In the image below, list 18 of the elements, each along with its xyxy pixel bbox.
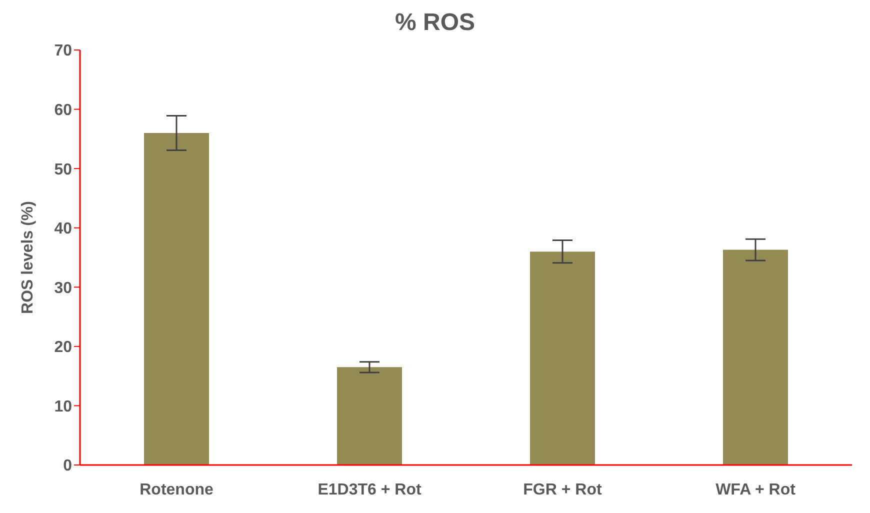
y-axis-title: ROS levels (%) <box>20 201 37 314</box>
x-tick-label: WFA + Rot <box>716 481 796 498</box>
y-tick-label: 0 <box>63 458 72 475</box>
bar <box>530 252 595 465</box>
bar <box>144 133 209 465</box>
bar <box>337 367 402 465</box>
chart-title: % ROS <box>394 8 476 38</box>
y-tick-label: 50 <box>54 161 72 178</box>
bar <box>723 250 788 465</box>
x-tick-label: FGR + Rot <box>523 481 602 498</box>
y-tick-label: 30 <box>54 280 72 297</box>
y-tick-label: 10 <box>54 398 72 416</box>
y-tick-label: 60 <box>54 102 72 119</box>
x-tick-label: Rotenone <box>140 481 214 498</box>
y-tick-label: 40 <box>54 220 72 238</box>
y-tick-label: 20 <box>54 339 72 356</box>
y-tick-label: 70 <box>54 42 72 60</box>
x-tick-label: E1D3T6 + Rot <box>318 481 422 498</box>
